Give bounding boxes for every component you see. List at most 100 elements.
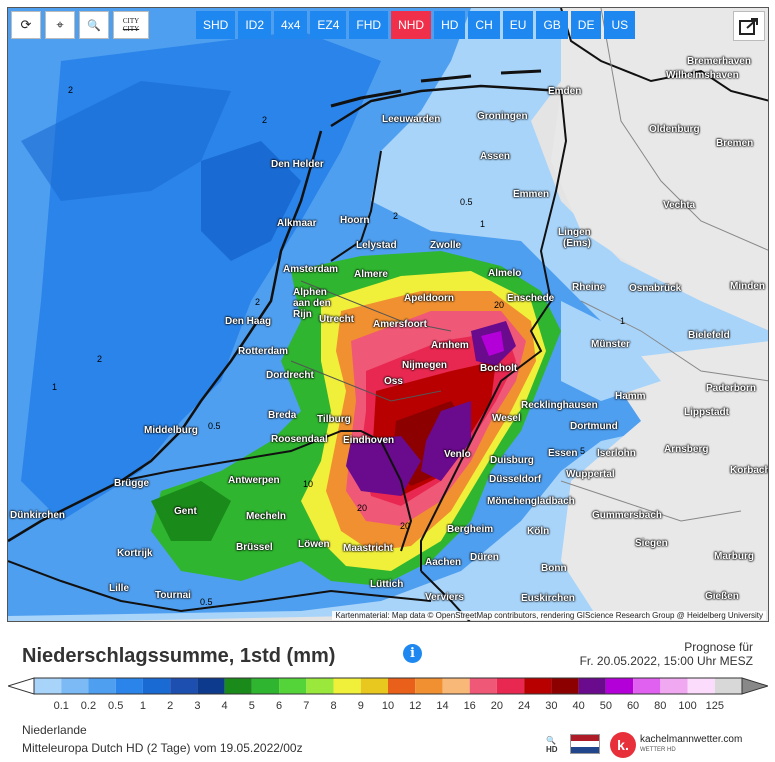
city-label: Tournai: [155, 590, 191, 601]
city-label: Dünkirchen: [10, 510, 66, 521]
contour-value-label: 0.5: [208, 421, 221, 431]
legend-swatch: [388, 678, 416, 694]
city-label: Brügge: [114, 478, 149, 489]
legend-swatch: [605, 678, 634, 694]
city-label: Alkmaar: [277, 218, 317, 229]
legend-swatch: [660, 678, 688, 694]
city-label: Düren: [470, 552, 499, 563]
city-label: Groningen: [477, 111, 528, 122]
city-label: Bonn: [541, 563, 567, 574]
contour-value-label: 20: [494, 300, 505, 310]
tab-us[interactable]: US: [604, 11, 636, 39]
city-label: Apeldoorn: [404, 293, 454, 304]
city-label: Hoorn: [340, 215, 370, 226]
contour-value-label: 1: [620, 316, 626, 326]
city-label: Antwerpen: [228, 475, 280, 486]
map-toolbar: ⟳ ⌖ 🔍 CITY CITY: [11, 11, 149, 39]
netherlands-flag-icon[interactable]: [570, 734, 600, 754]
zoom-out-button[interactable]: 🔍: [79, 11, 109, 39]
weather-map[interactable]: Bremerhaven Wilhelmshaven Emden Oldenburg Br…: [7, 7, 769, 622]
refresh-button[interactable]: ⟳: [11, 11, 41, 39]
city-label: Bergheim: [447, 524, 494, 535]
legend-arrow-left: [8, 677, 35, 695]
tab-gb[interactable]: GB: [536, 11, 568, 39]
city-label: Enschede: [507, 293, 555, 304]
hd-search-icon[interactable]: 🔍 HD: [546, 736, 558, 754]
contour-value-label: 20: [357, 503, 368, 513]
refresh-icon: ⟳: [20, 17, 32, 32]
legend-value: 4: [221, 700, 228, 712]
city-label: Dordrecht: [266, 370, 314, 381]
precip-area-purple: [421, 401, 471, 481]
city-label: Nijmegen: [402, 360, 448, 371]
legend-value: 24: [518, 700, 531, 712]
brand-sub: WETTER HD: [640, 747, 676, 753]
map-credits: Kartenmaterial: Map data © OpenStreetMap…: [332, 611, 766, 620]
legend-swatch: [360, 678, 388, 694]
legend-value: 0.2: [80, 700, 97, 712]
legend-value: 2: [167, 700, 174, 712]
city-label: Paderborn: [706, 383, 757, 394]
color-legend-bar: [8, 677, 768, 695]
tab-ez4[interactable]: EZ4: [310, 11, 347, 39]
legend-value: 6: [276, 700, 283, 712]
city-label: Siegen: [635, 538, 668, 549]
tab-de[interactable]: DE: [570, 11, 602, 39]
coastline: [8, 130, 323, 543]
city-label: Duisburg: [490, 455, 534, 466]
city-toggle-button[interactable]: CITY CITY: [113, 11, 149, 39]
city-label: Emmen: [513, 189, 550, 200]
share-icon: [739, 18, 758, 35]
tab-shd[interactable]: SHD: [196, 11, 236, 39]
legend-swatch: [496, 678, 525, 694]
tab-hd[interactable]: HD: [434, 11, 466, 39]
city-label: Gent: [174, 506, 197, 517]
brand-logo[interactable]: k. kachelmannwetter.com WETTER HD: [610, 732, 742, 758]
city-label: Rijn: [293, 309, 312, 320]
tab-ch[interactable]: CH: [468, 11, 500, 39]
city-label: Arnhem: [431, 340, 469, 351]
legend-swatch: [714, 678, 742, 694]
zoom-out-icon: 🔍: [87, 19, 101, 32]
tab-fhd[interactable]: FHD: [349, 11, 389, 39]
locate-button[interactable]: ⌖: [45, 11, 75, 39]
city-label: aan den: [293, 298, 331, 309]
city-label: Emden: [548, 86, 582, 97]
dry-area-ne: [551, 8, 768, 331]
tab-eu[interactable]: EU: [502, 11, 534, 39]
city-label: Korbach: [730, 465, 769, 476]
city-toggle-label-struck: CITY: [122, 25, 140, 33]
legend-value: 0.5: [108, 700, 124, 712]
city-label: Verviers: [425, 592, 464, 603]
city-label: Rotterdam: [238, 346, 289, 357]
forecast-info: Prognose für Fr. 20.05.2022, 15:00 Uhr M…: [580, 640, 753, 668]
city-label: Amersfoort: [373, 319, 427, 330]
city-label: Minden: [730, 281, 765, 292]
legend-swatch: [551, 678, 579, 694]
city-label: Wilhelmshaven: [666, 70, 739, 81]
city-label: Euskirchen: [521, 593, 575, 604]
legend-value: 3: [194, 700, 201, 712]
city-label: Bremen: [716, 138, 754, 149]
legend-swatch: [578, 678, 606, 694]
share-button[interactable]: [733, 11, 765, 41]
contour-value-label: 2: [393, 211, 399, 221]
info-icon[interactable]: i: [403, 644, 422, 663]
hd-label: HD: [546, 745, 558, 754]
city-label: Marburg: [714, 551, 754, 562]
city-label: Rheine: [572, 282, 606, 293]
city-toggle-label: CITY: [122, 17, 140, 25]
model-tabs: SHD ID2 4x4 EZ4 FHD NHD HD CH EU GB DE US: [196, 11, 636, 39]
tab-nhd[interactable]: NHD: [391, 11, 432, 39]
tab-4x4[interactable]: 4x4: [274, 11, 308, 39]
city-label: Arnsberg: [664, 444, 709, 455]
border-be-fr: [8, 560, 432, 613]
legend-value: 30: [545, 700, 558, 712]
city-label: Utrecht: [319, 314, 355, 325]
model-label: Mitteleuropa Dutch HD (2 Tage) vom 19.05…: [22, 741, 303, 755]
city-label: Middelburg: [144, 425, 198, 436]
tab-id2[interactable]: ID2: [238, 11, 272, 39]
city-label: Zwolle: [430, 240, 462, 251]
city-label: Maastricht: [343, 543, 394, 554]
city-label: Dortmund: [570, 421, 618, 432]
